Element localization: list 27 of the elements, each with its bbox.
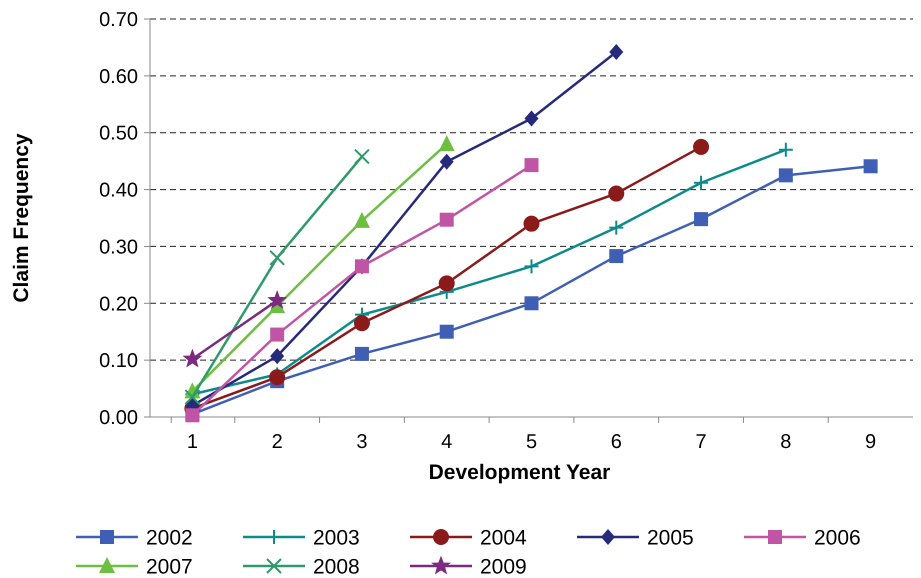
y-tick-label: 0.00 bbox=[99, 407, 138, 429]
y-tick-label: 0.70 bbox=[99, 9, 138, 31]
x-tick-label: 6 bbox=[610, 431, 622, 453]
legend-label: 2009 bbox=[480, 555, 527, 578]
y-tick-label: 0.10 bbox=[99, 350, 138, 372]
legend-label: 2004 bbox=[480, 526, 528, 550]
x-tick-label: 4 bbox=[441, 431, 452, 453]
legend-label: 2008 bbox=[313, 555, 360, 578]
y-axis-title: Claim Frequency bbox=[10, 133, 33, 303]
y-tick-label: 0.60 bbox=[99, 66, 138, 88]
x-tick-label: 3 bbox=[356, 431, 368, 453]
legend-label: 2002 bbox=[146, 526, 193, 550]
legend-label: 2007 bbox=[146, 555, 193, 578]
y-tick-label: 0.40 bbox=[99, 180, 138, 202]
y-tick-label: 0.20 bbox=[99, 293, 138, 316]
x-tick-label: 1 bbox=[186, 431, 198, 453]
x-axis-title: Development Year bbox=[428, 461, 610, 484]
x-tick-label: 2 bbox=[272, 431, 283, 453]
legend-label: 2003 bbox=[313, 526, 360, 550]
x-tick-label: 7 bbox=[695, 431, 707, 453]
y-tick-label: 0.50 bbox=[99, 122, 138, 145]
x-tick-label: 5 bbox=[526, 431, 538, 453]
x-tick-label: 8 bbox=[780, 431, 792, 453]
legend-label: 2006 bbox=[814, 526, 861, 550]
y-tick-label: 0.30 bbox=[99, 236, 138, 258]
legend-label: 2005 bbox=[647, 526, 694, 550]
x-tick-label: 9 bbox=[865, 431, 876, 453]
